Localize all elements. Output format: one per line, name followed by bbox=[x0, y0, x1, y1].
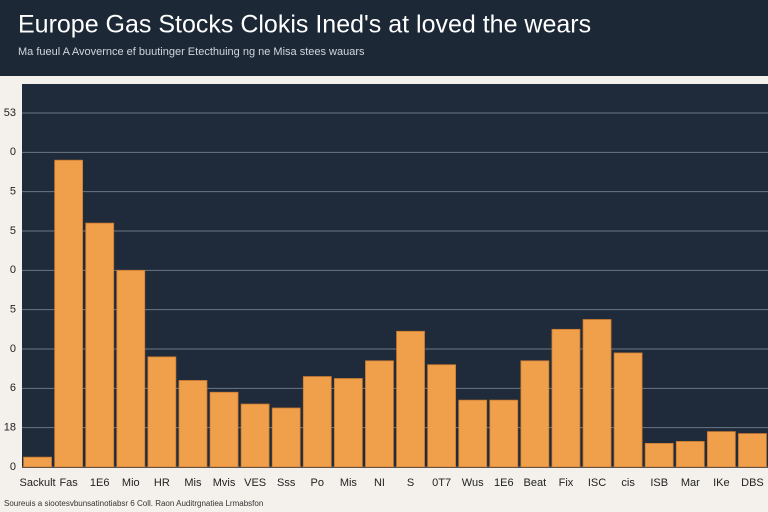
x-tick-label: Mio bbox=[122, 477, 140, 489]
bar bbox=[582, 319, 612, 468]
bar bbox=[427, 364, 457, 468]
x-tick-label: Mis bbox=[340, 477, 358, 489]
bar bbox=[85, 222, 115, 468]
x-tick-label: ISB bbox=[650, 477, 668, 489]
source-note: Soureuis a siootesvbunsatinotiabsr 6 Col… bbox=[4, 499, 263, 508]
bar bbox=[489, 399, 519, 468]
y-tick-label: 0 bbox=[10, 146, 16, 158]
bar bbox=[271, 407, 301, 468]
x-tick-label: NI bbox=[374, 477, 385, 489]
plot-area bbox=[22, 84, 768, 468]
bar bbox=[613, 352, 643, 468]
x-tick-label: ISC bbox=[588, 477, 606, 489]
bar bbox=[178, 380, 208, 468]
x-tick-label: Mar bbox=[681, 477, 700, 489]
bar bbox=[458, 399, 488, 468]
bar bbox=[147, 356, 177, 468]
x-tick-label: S bbox=[407, 477, 414, 489]
bar bbox=[333, 378, 363, 468]
bar bbox=[23, 456, 52, 468]
y-tick-label: 0 bbox=[10, 343, 16, 355]
bar bbox=[644, 442, 674, 468]
bar bbox=[54, 159, 84, 468]
x-tick-label: cis bbox=[621, 477, 635, 489]
x-tick-label: Wus bbox=[462, 477, 484, 489]
bar bbox=[240, 403, 270, 468]
x-tick-label: Fas bbox=[59, 477, 78, 489]
bar bbox=[365, 360, 394, 468]
chart-title: Europe Gas Stocks Clokis Ined's at loved… bbox=[18, 11, 591, 39]
bar bbox=[116, 269, 146, 468]
x-tick-label: Mis bbox=[184, 477, 202, 489]
y-tick-label: 18 bbox=[4, 422, 16, 434]
x-tick-label: 0T7 bbox=[432, 477, 451, 489]
x-tick-label: 1E6 bbox=[494, 477, 514, 489]
x-tick-label: HR bbox=[154, 477, 170, 489]
x-tick-label: Fix bbox=[559, 477, 574, 489]
y-tick-label: 53 bbox=[4, 107, 16, 119]
y-tick-label: 0 bbox=[10, 461, 16, 473]
bar bbox=[738, 433, 767, 468]
x-tick-label: DBS bbox=[741, 477, 764, 489]
header-band bbox=[0, 0, 768, 76]
y-tick-label: 5 bbox=[10, 304, 16, 316]
y-tick-label: 0 bbox=[10, 264, 16, 276]
bar bbox=[520, 360, 550, 468]
y-tick-label: 5 bbox=[10, 186, 16, 198]
bar bbox=[551, 328, 581, 468]
x-tick-label: Po bbox=[311, 477, 324, 489]
bar bbox=[706, 431, 736, 468]
bar bbox=[675, 441, 705, 468]
bar bbox=[209, 391, 239, 468]
x-tick-label: VES bbox=[244, 477, 266, 489]
bar bbox=[302, 376, 332, 468]
x-tick-label: Beat bbox=[524, 477, 547, 489]
x-tick-label: Sss bbox=[277, 477, 296, 489]
x-tick-label: IKe bbox=[713, 477, 730, 489]
chart-subtitle: Ma fueul A Avovernce ef buutinger Etecth… bbox=[18, 46, 365, 58]
y-tick-label: 6 bbox=[10, 382, 16, 394]
x-tick-label: Sackult bbox=[20, 477, 56, 489]
y-tick-label: 5 bbox=[10, 225, 16, 237]
x-tick-label: 1E6 bbox=[90, 477, 110, 489]
x-tick-label: Mvis bbox=[213, 477, 236, 489]
bar bbox=[396, 330, 425, 468]
